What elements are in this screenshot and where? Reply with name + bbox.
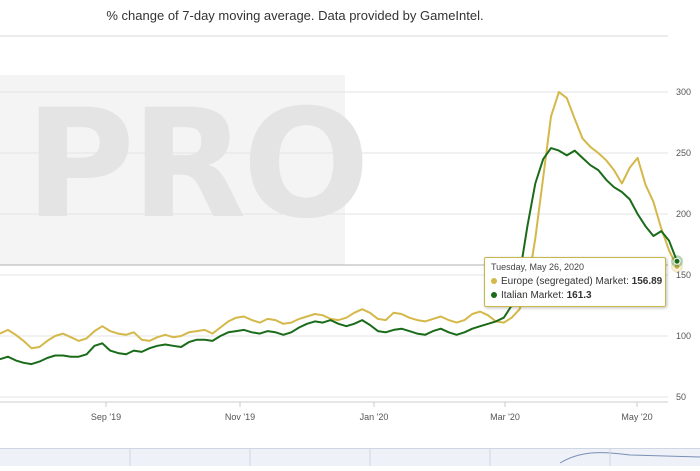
- tooltip-italy-label: Italian Market: [501, 290, 562, 301]
- tooltip-row-europe: Europe (segregated) Market: 156.89: [491, 275, 662, 289]
- chart-tooltip: Tuesday, May 26, 2020 Europe (segregated…: [484, 257, 666, 307]
- chart-subtitle: % change of 7-day moving average. Data p…: [106, 8, 484, 23]
- europe-series-dot-icon: [491, 278, 497, 285]
- y-tick-label: 250: [676, 148, 691, 158]
- x-tick-label: Jan '20: [360, 412, 389, 422]
- hover-marker-italy: [673, 257, 681, 265]
- x-tick-label: Mar '20: [490, 412, 520, 422]
- tooltip-europe-value: 156.89: [631, 276, 663, 287]
- y-tick-label: 50: [676, 392, 686, 402]
- italy-series-dot-icon: [491, 292, 497, 299]
- watermark-text: PRO: [25, 78, 370, 252]
- navigator-preview: [129, 449, 700, 466]
- series-line-europe: [0, 91, 678, 350]
- tooltip-italy-value: 161.3: [566, 290, 592, 301]
- tooltip-europe-label: Europe (segregated) Market: [501, 276, 627, 287]
- tooltip-row-italy: Italian Market: 161.3: [491, 289, 659, 303]
- series-line-italy: [0, 147, 678, 366]
- y-tick-label: 100: [676, 331, 691, 341]
- x-tick-label: Nov '19: [225, 412, 255, 422]
- y-tick-label: 150: [676, 270, 691, 280]
- x-tick-label: Sep '19: [91, 412, 121, 422]
- x-tick-label: May '20: [621, 412, 652, 422]
- tooltip-date: Tuesday, May 26, 2020: [491, 262, 585, 272]
- y-tick-label: 300: [676, 87, 691, 97]
- watermark-panel: [0, 75, 345, 265]
- y-tick-label: 200: [676, 209, 691, 219]
- range-navigator[interactable]: [0, 448, 700, 466]
